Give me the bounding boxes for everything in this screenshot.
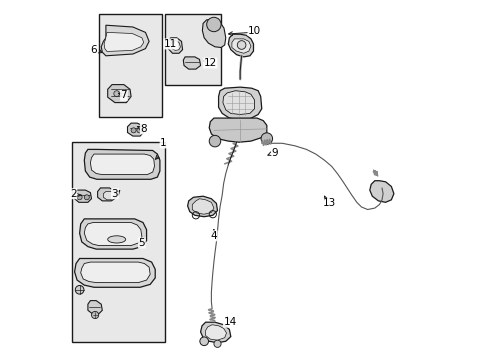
Text: 6: 6 <box>90 45 97 55</box>
Circle shape <box>213 340 221 347</box>
Text: 3: 3 <box>111 189 118 199</box>
Polygon shape <box>127 123 144 136</box>
Text: 4: 4 <box>210 231 217 241</box>
Text: 10: 10 <box>247 26 261 36</box>
Polygon shape <box>218 87 261 120</box>
Polygon shape <box>183 57 200 69</box>
Polygon shape <box>84 149 160 179</box>
Polygon shape <box>104 32 143 51</box>
Polygon shape <box>101 25 149 56</box>
Text: 12: 12 <box>203 58 217 68</box>
Polygon shape <box>90 154 154 175</box>
Polygon shape <box>98 188 117 201</box>
Circle shape <box>131 128 136 133</box>
Polygon shape <box>192 199 213 214</box>
Polygon shape <box>88 301 102 314</box>
Ellipse shape <box>107 236 125 243</box>
Polygon shape <box>209 118 266 142</box>
Text: 11: 11 <box>164 39 177 49</box>
Text: 9: 9 <box>271 148 278 158</box>
Bar <box>72 142 165 342</box>
Polygon shape <box>80 219 146 249</box>
Text: 14: 14 <box>223 317 236 327</box>
Circle shape <box>121 91 126 96</box>
Text: 7: 7 <box>121 90 127 100</box>
Circle shape <box>75 285 84 294</box>
Polygon shape <box>84 222 142 246</box>
Circle shape <box>206 17 221 32</box>
Polygon shape <box>231 39 250 53</box>
Circle shape <box>91 311 99 319</box>
Polygon shape <box>205 325 226 340</box>
Polygon shape <box>187 196 217 217</box>
Polygon shape <box>75 258 155 287</box>
Text: 2: 2 <box>70 189 77 199</box>
Text: 1: 1 <box>160 138 166 148</box>
Circle shape <box>261 133 272 144</box>
Polygon shape <box>202 20 225 48</box>
Polygon shape <box>81 262 150 283</box>
Polygon shape <box>223 91 254 114</box>
Text: 8: 8 <box>140 124 147 134</box>
Polygon shape <box>170 40 180 50</box>
Circle shape <box>137 128 142 133</box>
Text: 13: 13 <box>322 198 335 208</box>
Polygon shape <box>228 34 253 57</box>
Circle shape <box>237 41 245 49</box>
Polygon shape <box>168 38 182 53</box>
Polygon shape <box>200 322 230 343</box>
Circle shape <box>209 135 220 147</box>
Polygon shape <box>107 85 131 103</box>
Text: 5: 5 <box>138 238 145 248</box>
Circle shape <box>77 195 82 200</box>
Polygon shape <box>75 190 91 202</box>
Circle shape <box>200 337 208 346</box>
Bar <box>99 14 162 117</box>
Polygon shape <box>369 181 393 202</box>
Circle shape <box>114 91 120 96</box>
Polygon shape <box>103 192 115 200</box>
Bar <box>165 14 221 85</box>
Circle shape <box>84 195 89 200</box>
